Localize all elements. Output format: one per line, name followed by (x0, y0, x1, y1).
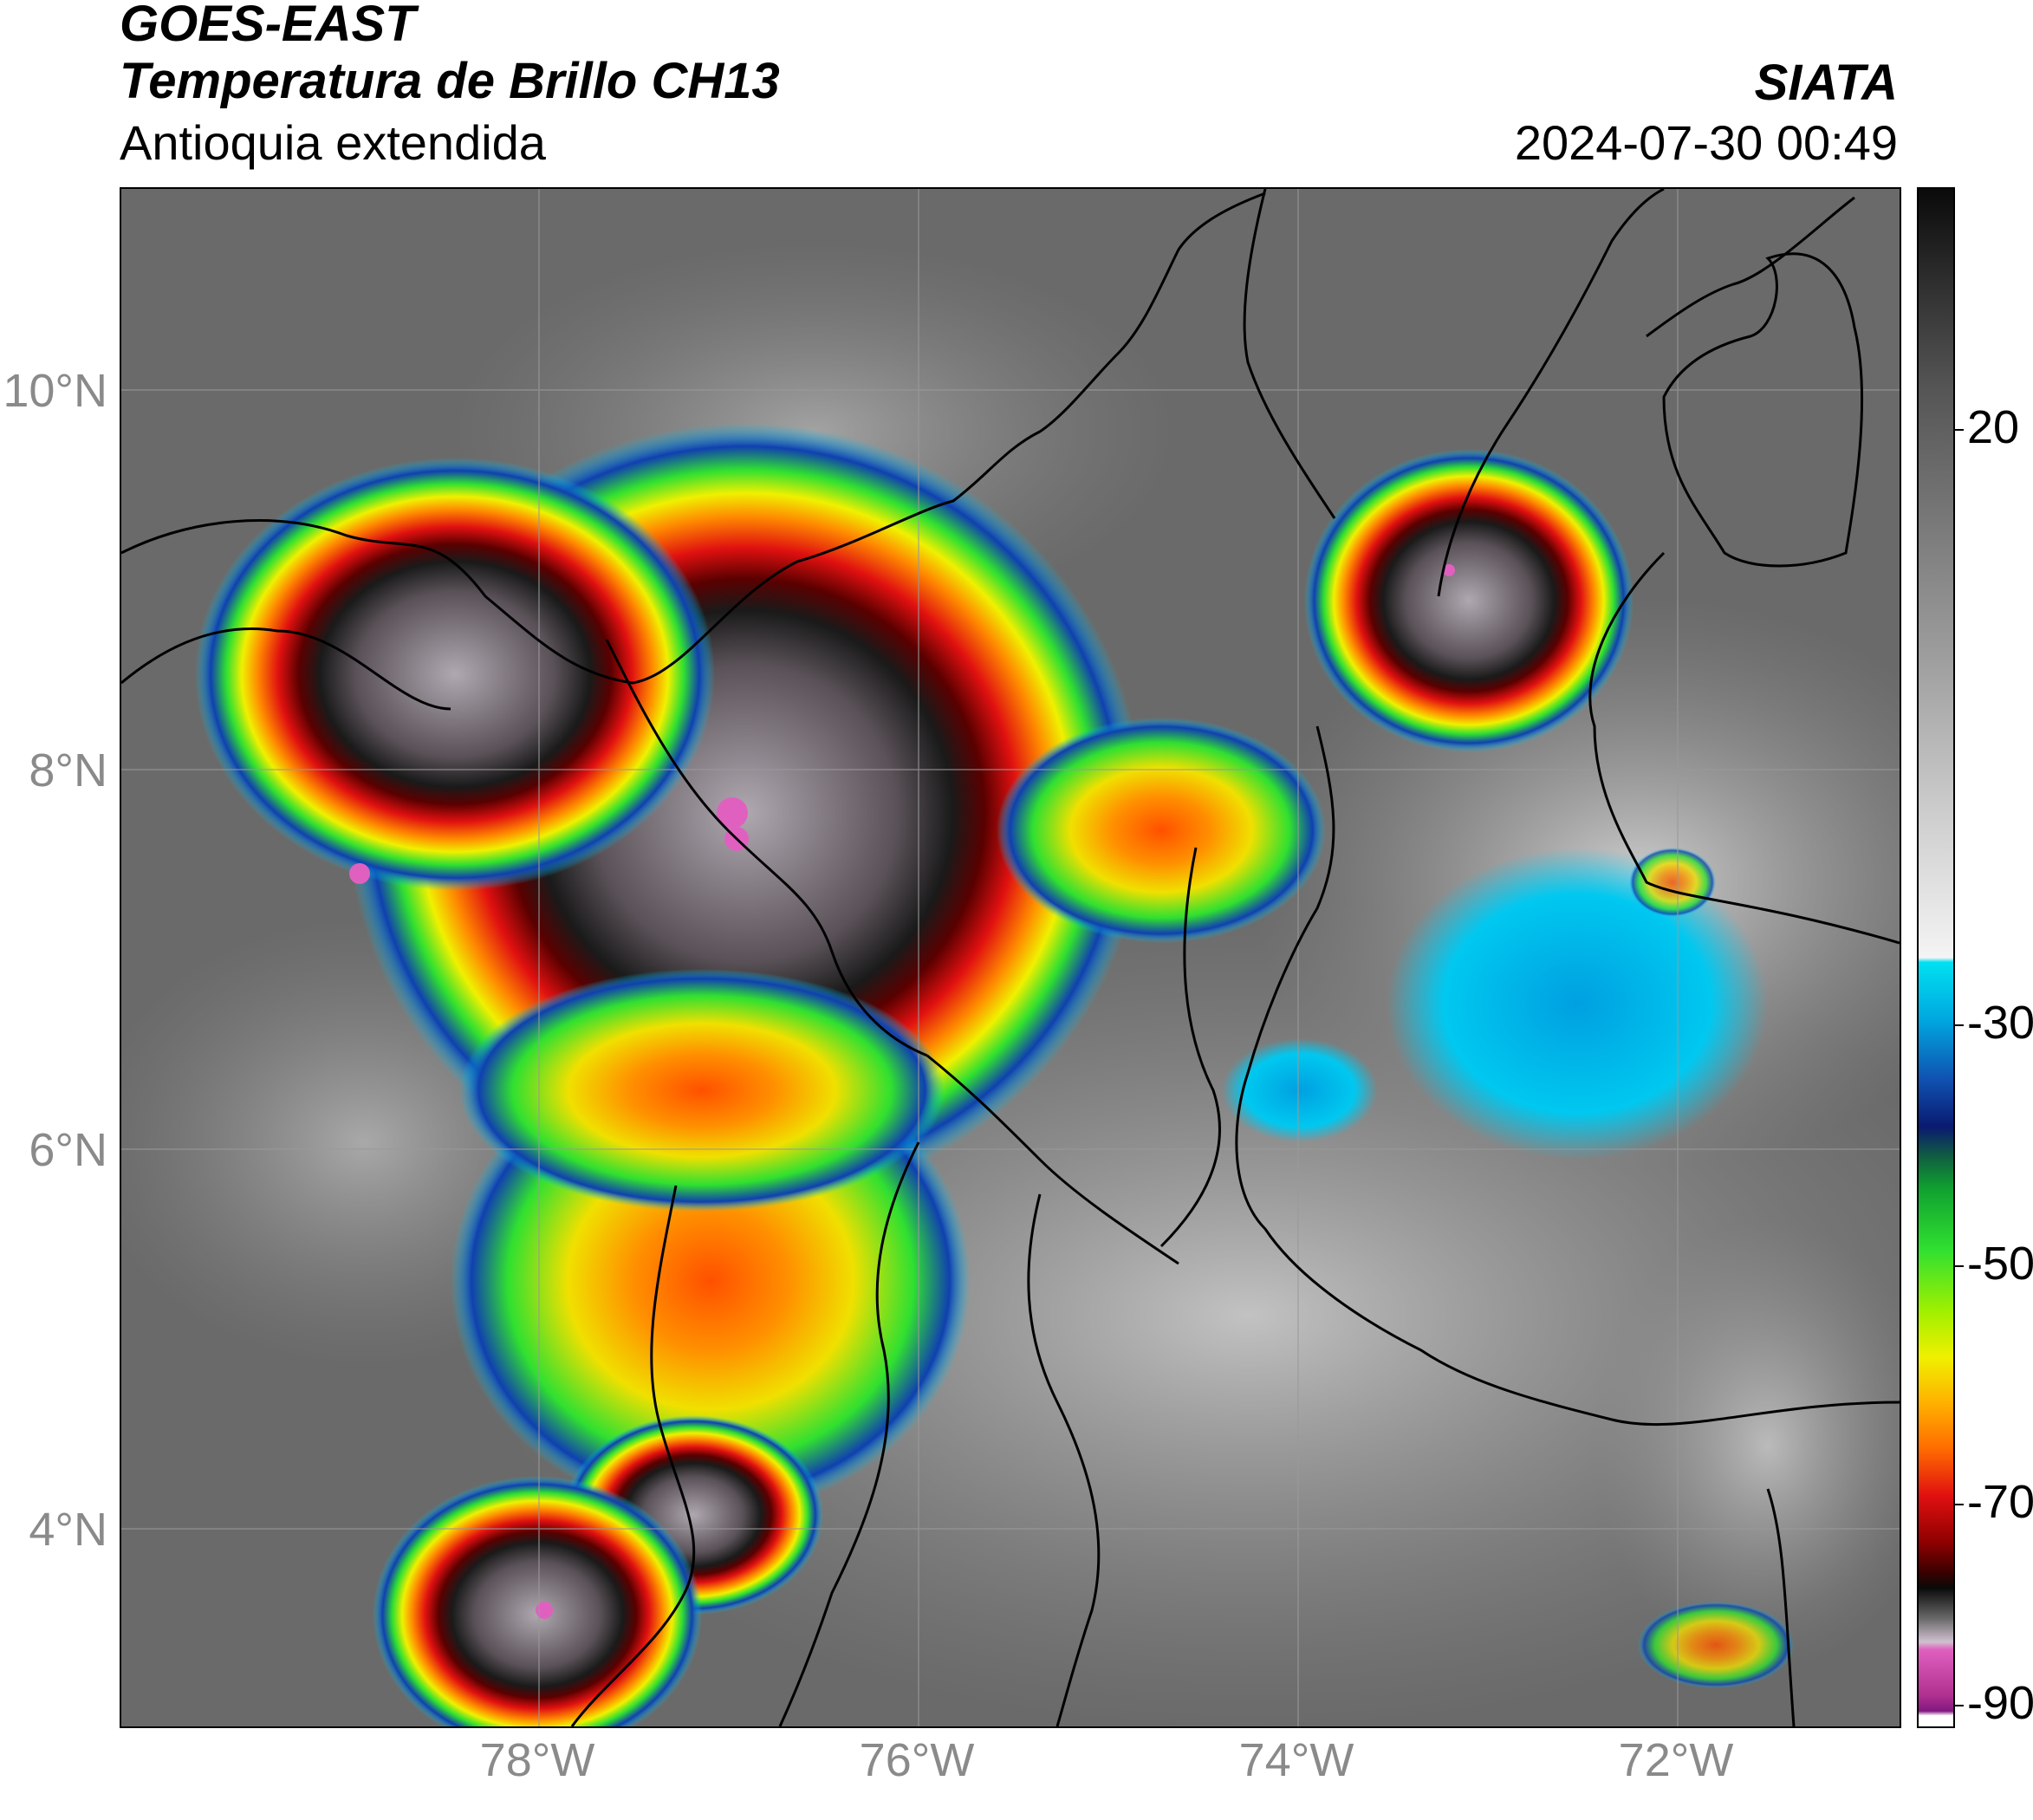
region-subtitle: Antioquia extendida (120, 115, 546, 170)
lat-tick-10n: 10°N (3, 365, 107, 417)
lon-tick-72w: 72°W (1618, 1734, 1734, 1786)
colorbar-label-minus30: -30 (1967, 997, 2033, 1049)
lon-tick-74w: 74°W (1238, 1734, 1354, 1786)
colorbar-tick (1953, 1705, 1964, 1706)
datetime-label: 2024-07-30 00:49 (1514, 115, 1898, 170)
lon-tick-78w: 78°W (479, 1734, 595, 1786)
colorbar-label-minus50: -50 (1967, 1238, 2033, 1290)
colorbar-label-20: 20 (1967, 401, 2020, 453)
satellite-map[interactable] (120, 187, 1901, 1728)
colorbar-tick (1953, 429, 1964, 431)
agency-label: SIATA (1754, 55, 1898, 111)
lon-tick-76w: 76°W (859, 1734, 975, 1786)
colorbar-tick (1953, 1504, 1964, 1505)
lat-tick-6n: 6°N (29, 1124, 107, 1176)
lat-tick-8n: 8°N (29, 744, 107, 796)
product-title: Temperatura de Brillo CH13 (120, 53, 780, 109)
lat-tick-4n: 4°N (29, 1504, 107, 1556)
colorbar-tick (1953, 1265, 1964, 1267)
colorbar-label-minus70: -70 (1967, 1476, 2033, 1528)
colorbar-label-minus90: -90 (1967, 1677, 2033, 1729)
colorbar (1917, 187, 1955, 1728)
brightness-temperature-image (121, 189, 1900, 1726)
colorbar-tick (1953, 1024, 1964, 1026)
satellite-title: GOES-EAST (120, 0, 416, 52)
